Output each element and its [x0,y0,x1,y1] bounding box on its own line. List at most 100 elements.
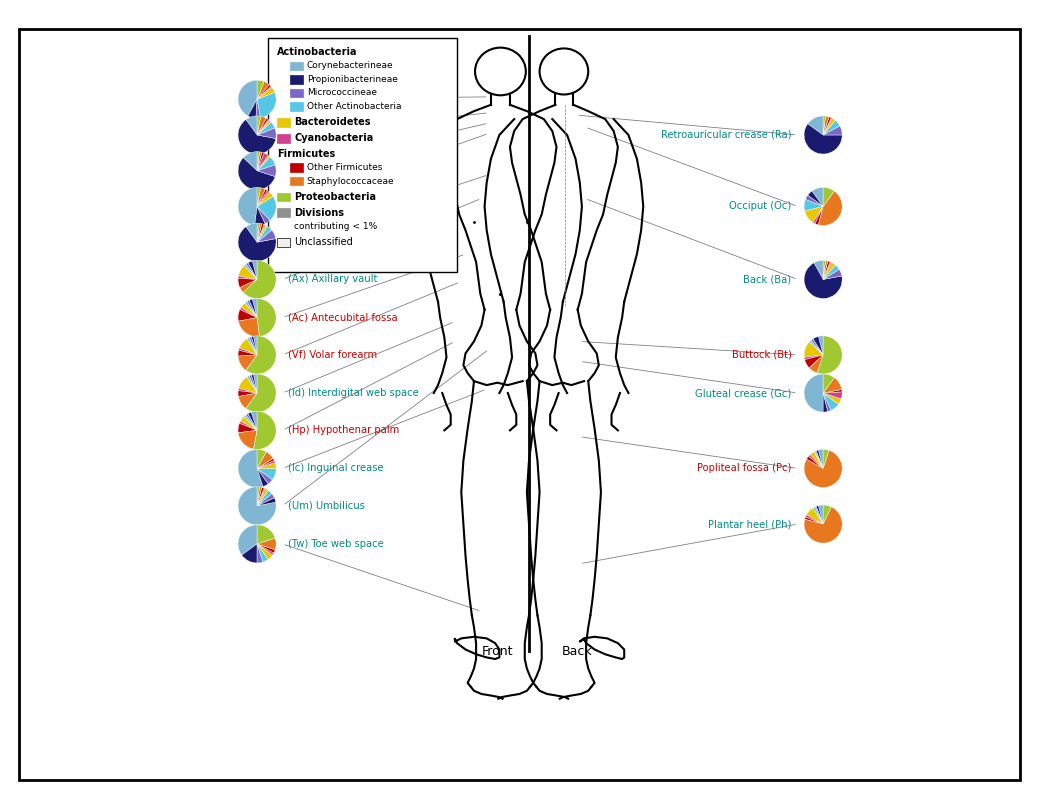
Wedge shape [257,157,275,171]
Wedge shape [257,225,268,242]
Wedge shape [257,544,274,555]
Wedge shape [819,336,823,355]
Wedge shape [257,488,269,506]
Wedge shape [257,538,276,549]
Wedge shape [238,393,257,408]
Wedge shape [804,199,823,211]
Text: (Al) Alar crease: (Al) Alar crease [288,130,365,140]
Wedge shape [819,449,823,468]
Wedge shape [805,195,823,206]
Wedge shape [257,187,260,206]
Wedge shape [807,116,823,135]
Text: (Mb) Manubrium: (Mb) Manubrium [288,237,370,247]
Text: Actinobacteria: Actinobacteria [277,48,358,57]
Text: Divisions: Divisions [294,208,344,218]
Wedge shape [823,269,842,279]
Wedge shape [238,158,275,190]
Wedge shape [823,118,833,135]
Wedge shape [251,411,257,430]
Wedge shape [238,318,259,337]
Wedge shape [248,99,257,118]
Wedge shape [823,390,842,393]
Wedge shape [257,152,259,171]
Wedge shape [823,260,827,279]
Wedge shape [257,491,272,506]
Wedge shape [257,463,276,468]
Wedge shape [257,121,271,135]
Wedge shape [243,152,257,171]
Text: Staphylococcaceae: Staphylococcaceae [307,176,395,186]
FancyBboxPatch shape [268,38,457,272]
Wedge shape [257,206,270,224]
Wedge shape [257,92,276,118]
Wedge shape [238,525,257,555]
Bar [290,177,303,186]
Wedge shape [257,156,270,171]
Wedge shape [238,266,257,279]
Wedge shape [248,412,257,430]
Wedge shape [255,206,266,225]
Wedge shape [239,421,257,430]
Wedge shape [817,336,842,374]
Wedge shape [253,260,257,279]
Wedge shape [245,374,276,412]
Wedge shape [823,393,841,404]
Text: (Ic) Inguinal crease: (Ic) Inguinal crease [288,464,383,473]
Wedge shape [249,337,257,355]
Bar [290,62,303,71]
Wedge shape [245,223,257,242]
Wedge shape [823,262,835,279]
Wedge shape [251,336,257,355]
Wedge shape [815,507,823,524]
Wedge shape [238,276,257,279]
Wedge shape [257,458,274,468]
Text: Gluteal crease (Gc): Gluteal crease (Gc) [695,388,791,398]
Text: Propionibacterineae: Propionibacterineae [307,75,398,84]
Wedge shape [813,206,823,224]
Text: Retroauricular crease (Ra): Retroauricular crease (Ra) [661,130,791,140]
Wedge shape [257,544,273,559]
Wedge shape [245,302,257,318]
Wedge shape [257,87,275,99]
Wedge shape [257,191,269,206]
Wedge shape [814,260,823,279]
Wedge shape [823,187,835,206]
Wedge shape [257,152,264,171]
Wedge shape [823,116,829,135]
Wedge shape [257,80,264,99]
Wedge shape [240,279,257,292]
Wedge shape [816,506,823,524]
Wedge shape [823,449,829,468]
Wedge shape [257,223,259,242]
Wedge shape [804,450,842,488]
Wedge shape [238,350,257,357]
Text: Firmicutes: Firmicutes [277,149,335,159]
Text: (Ac) Antecubital fossa: (Ac) Antecubital fossa [288,313,398,322]
Wedge shape [823,260,825,279]
Wedge shape [819,505,823,524]
Bar [277,118,290,127]
Wedge shape [823,393,827,412]
Text: Back (Ba): Back (Ba) [744,275,791,284]
Wedge shape [806,457,823,468]
Wedge shape [810,452,823,468]
Wedge shape [245,263,257,279]
Wedge shape [257,544,269,562]
Wedge shape [240,417,257,430]
Wedge shape [254,374,257,393]
Wedge shape [249,375,257,393]
Wedge shape [247,337,257,355]
Wedge shape [238,278,257,287]
Text: Front: Front [481,645,513,657]
Wedge shape [815,206,823,225]
Bar [277,193,290,202]
Wedge shape [257,128,276,138]
Wedge shape [239,377,257,393]
Wedge shape [823,125,842,135]
Wedge shape [804,507,842,543]
Wedge shape [243,260,276,299]
Wedge shape [804,355,823,360]
Wedge shape [238,388,257,393]
Wedge shape [823,505,832,524]
Wedge shape [257,226,272,242]
